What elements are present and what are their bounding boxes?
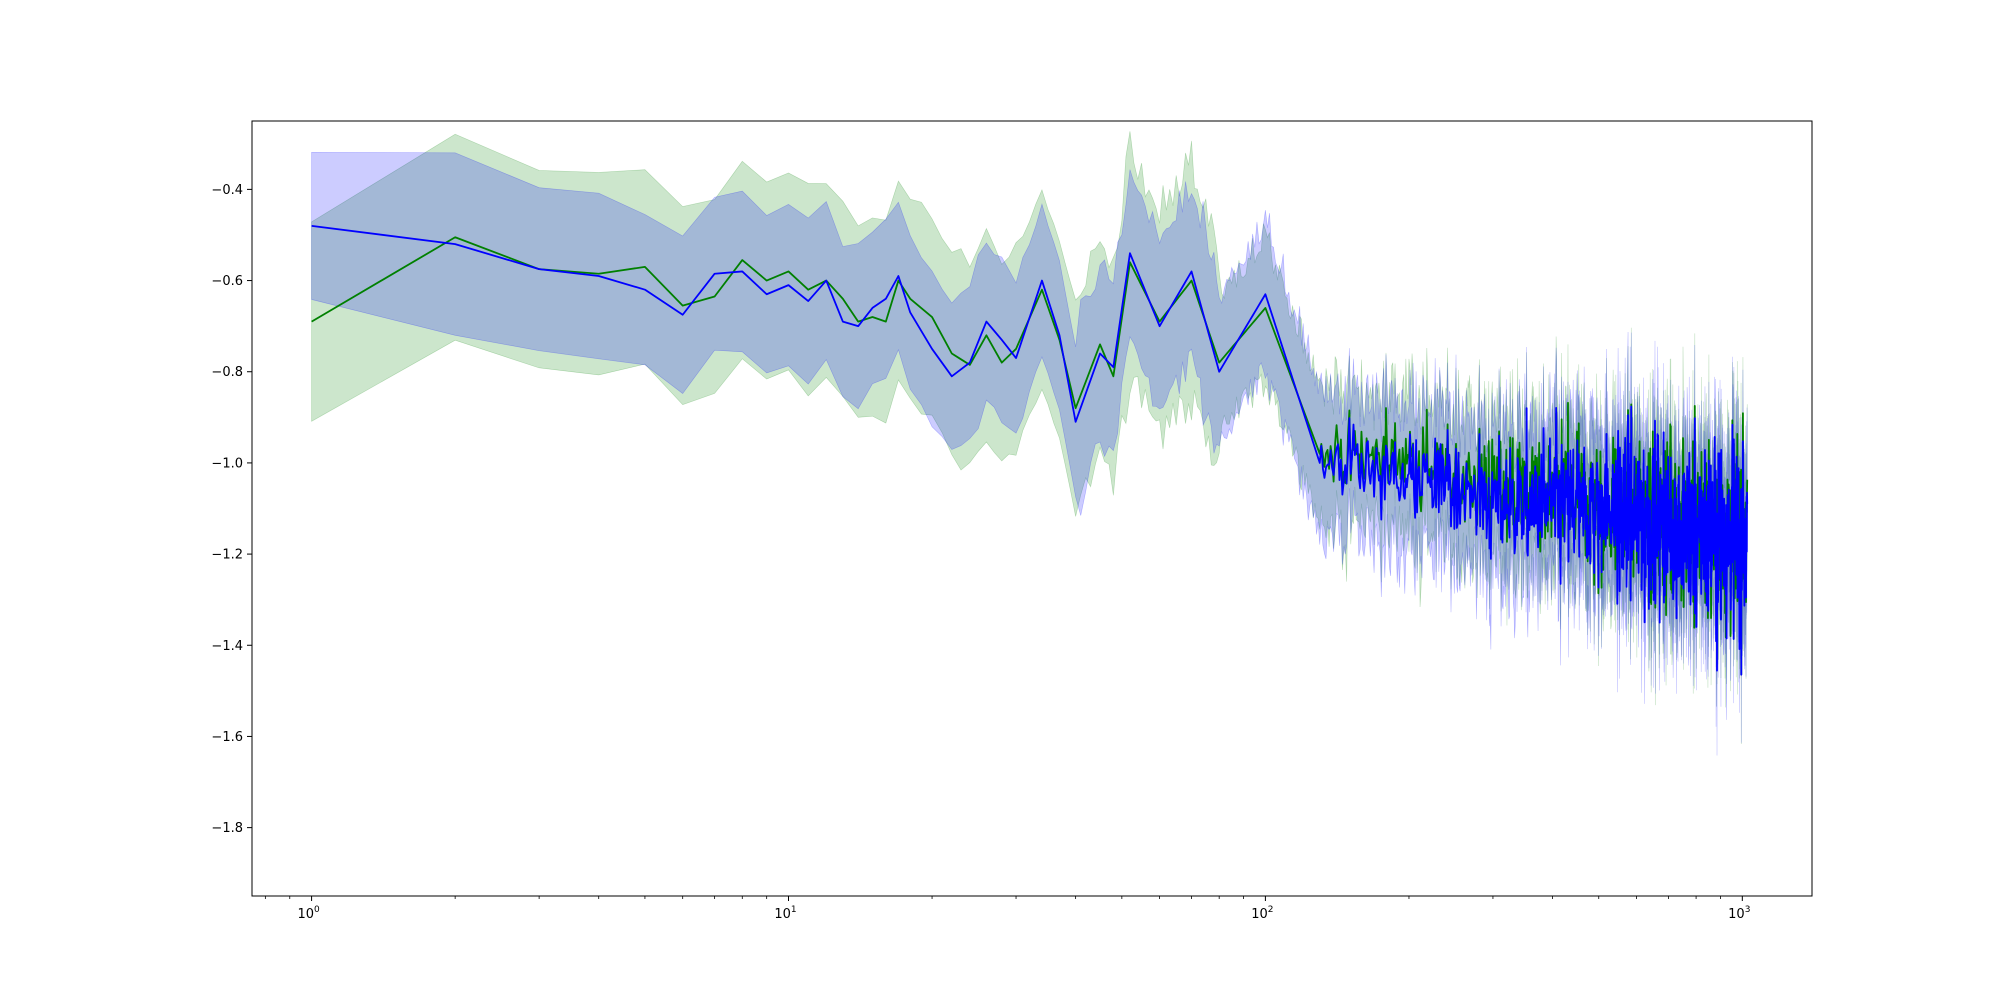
y-tick-label: −1.0 (211, 456, 243, 471)
y-axis: −0.4 −0.6 −0.8 −1.0 −1.2 −1.4 −1.6 −1.8 (211, 183, 252, 836)
y-tick-label: −1.8 (211, 821, 243, 836)
y-tick-label: −1.2 (211, 548, 243, 563)
x-tick-label: 102 (1251, 905, 1273, 922)
x-tick-label: 103 (1728, 905, 1750, 922)
y-tick-label: −1.4 (211, 639, 243, 654)
x-tick-label: 100 (297, 905, 320, 922)
y-tick-label: −0.6 (211, 274, 243, 289)
series-1-band (311, 151, 1748, 756)
series-lines (311, 224, 1749, 676)
x-axis: 100 101 102 103 (264, 896, 1750, 922)
y-tick-label: −1.6 (211, 730, 243, 745)
x-tick-label: 101 (774, 905, 796, 922)
y-tick-label: −0.4 (211, 183, 243, 198)
plot-frame (251, 120, 1813, 897)
y-tick-label: −0.8 (211, 365, 243, 380)
series-1-line (311, 224, 1749, 676)
confidence-bands (311, 131, 1748, 756)
